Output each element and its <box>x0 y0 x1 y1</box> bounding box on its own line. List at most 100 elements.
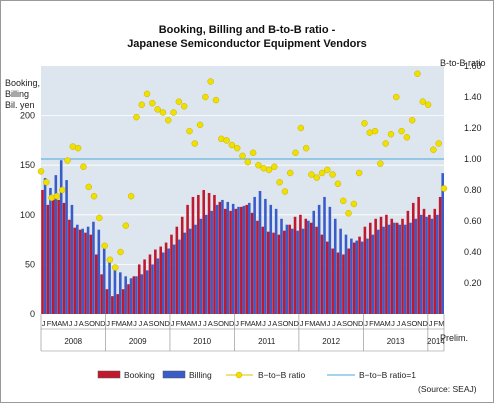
month-tick-label: N <box>417 319 422 328</box>
month-tick-label: A <box>208 319 213 328</box>
chart-title: Booking, Billing and B-to-B ratio - <box>159 24 336 36</box>
booking-bar <box>51 199 55 314</box>
ratio-marker <box>440 185 448 192</box>
month-tick-label: F <box>305 319 310 328</box>
month-tick-label: A <box>401 319 406 328</box>
billing-bar <box>204 214 208 314</box>
ratio-marker <box>297 124 305 132</box>
ratio-marker <box>387 130 395 138</box>
ratio-marker <box>106 256 114 263</box>
billing-bar <box>274 208 278 314</box>
month-tick-label: F <box>111 319 116 328</box>
ratio-marker <box>186 127 193 135</box>
booking-bar <box>256 220 259 314</box>
booking-bar <box>245 204 248 314</box>
month-tick-label: M <box>309 319 315 328</box>
right-tick-label: 1.40 <box>464 92 482 102</box>
x-axis-year-labels: 2008 2009 2010 2011 2012 2013 2014 <box>40 314 445 352</box>
month-tick-label: J <box>391 319 395 328</box>
billing-bar <box>215 204 219 314</box>
booking-bar <box>111 296 114 314</box>
booking-bar <box>240 206 243 314</box>
month-tick-label: J <box>139 319 143 328</box>
billing-bar <box>237 206 240 314</box>
booking-bar <box>428 214 431 314</box>
ratio-marker <box>207 78 214 85</box>
ratio-marker <box>313 174 320 181</box>
booking-bar <box>78 229 82 314</box>
ratio-marker <box>340 197 347 205</box>
month-tick-label: J <box>327 319 331 328</box>
booking-bar <box>390 218 394 314</box>
month-tick-label: J <box>267 319 271 328</box>
month-tick-label: A <box>251 319 256 328</box>
booking-bar <box>234 208 238 314</box>
billing-bar <box>301 228 305 314</box>
ratio-marker <box>74 144 82 152</box>
ratio-marker <box>101 242 108 250</box>
legend-ratio-line-label: B−to−B ratio=1 <box>359 370 416 380</box>
month-tick-label: J <box>106 319 110 328</box>
left-axis-label-line-2: Billing <box>5 89 29 99</box>
ratio-marker <box>117 248 124 256</box>
ratio-marker <box>111 264 119 271</box>
year-label: 2013 <box>387 337 405 346</box>
billing-bar <box>140 274 144 314</box>
ratio-marker <box>377 160 384 167</box>
ratio-marker <box>159 109 167 116</box>
billing-bar <box>436 214 439 314</box>
year-label: 2011 <box>258 337 276 346</box>
legend-ratio-marker <box>235 371 243 379</box>
booking-bar <box>148 254 152 314</box>
month-tick-label: A <box>315 319 320 328</box>
month-tick-label: J <box>364 319 368 328</box>
booking-bar <box>277 234 281 314</box>
billing-bar <box>339 228 342 314</box>
month-tick-label: O <box>154 319 160 328</box>
booking-bar <box>272 232 275 314</box>
booking-bar <box>411 202 415 314</box>
month-tick-label: A <box>57 319 62 328</box>
month-tick-label: N <box>224 319 229 328</box>
billing-bar <box>59 160 63 314</box>
booking-bar <box>186 204 189 314</box>
billing-bar <box>92 221 95 314</box>
booking-bar <box>374 218 377 314</box>
billing-bar <box>124 276 127 314</box>
ratio-marker <box>265 166 273 174</box>
billing-bar <box>172 244 176 314</box>
booking-bar <box>250 212 254 314</box>
month-tick-label: M <box>180 319 186 328</box>
month-tick-label: M <box>245 319 251 328</box>
month-tick-label: M <box>191 319 197 328</box>
ratio-marker <box>281 188 289 195</box>
ratio-marker <box>424 101 432 108</box>
ratio-marker <box>408 117 416 124</box>
billing-bar <box>108 262 111 314</box>
month-tick-label: J <box>74 319 78 328</box>
ratio-marker <box>239 152 246 160</box>
booking-bar <box>320 234 324 314</box>
booking-bar <box>127 284 130 314</box>
billing-bar <box>398 224 402 314</box>
year-label: 2008 <box>64 337 82 346</box>
ratio-marker <box>371 127 379 135</box>
booking-bar <box>304 218 308 314</box>
right-tick-label: 0.20 <box>464 278 482 288</box>
booking-bar <box>326 241 329 314</box>
billing-bar <box>258 190 262 314</box>
billing-bar <box>119 272 122 314</box>
booking-bar <box>401 218 404 314</box>
billing-bar <box>162 252 165 314</box>
ratio-marker <box>350 200 358 208</box>
month-tick-label: O <box>283 319 289 328</box>
legend-billing-label: Billing <box>189 370 212 380</box>
ratio-marker <box>361 120 368 127</box>
month-tick-label: J <box>262 319 266 328</box>
booking-bar <box>105 289 109 314</box>
ratio-marker <box>170 109 177 116</box>
ratio-marker <box>398 127 405 135</box>
ratio-marker <box>308 171 315 178</box>
booking-bar <box>395 222 399 314</box>
